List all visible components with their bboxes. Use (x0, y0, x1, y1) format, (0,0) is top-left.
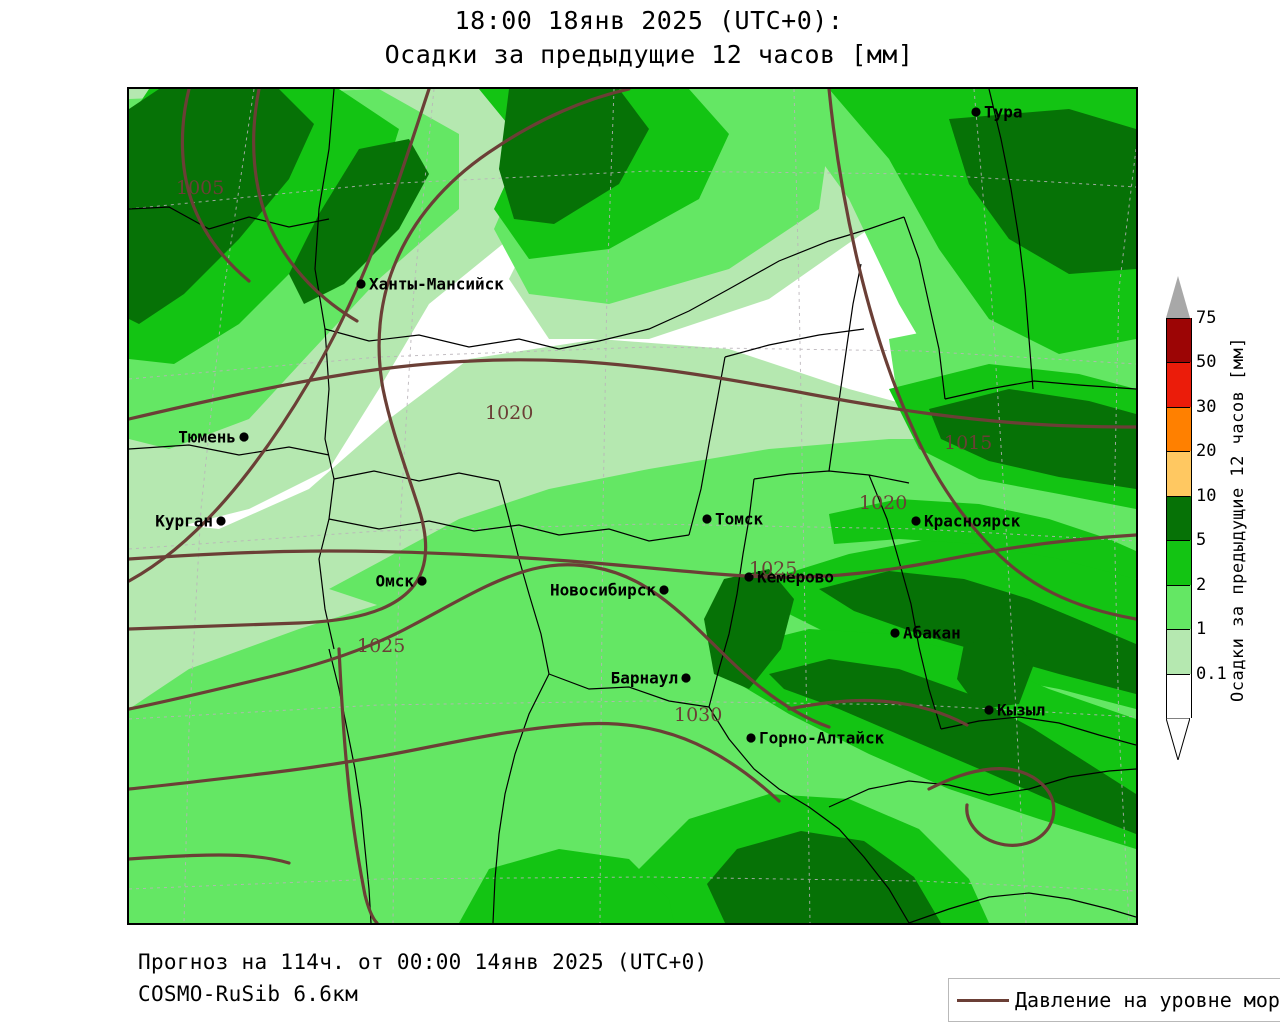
city-marker (216, 516, 226, 526)
isobar-labels-layer: 1005 1020 1015 1020 1025 1025 1030 (176, 177, 992, 726)
colorbar-divider (1166, 673, 1190, 675)
city-label: Красноярск (924, 512, 1021, 531)
city-label: Тюмень (178, 428, 236, 447)
colorbar-band (1166, 629, 1192, 674)
isobar-label: 1015 (944, 432, 992, 454)
weather-map[interactable]: Тура Ханты-Мансийск Тюмень Курган Омск Новоси… (127, 87, 1138, 925)
pressure-line-swatch (957, 998, 1009, 1002)
model-name: COSMO-RuSib 6.6км (138, 982, 359, 1006)
colorbar-divider (1166, 540, 1190, 542)
isobars (129, 89, 1136, 923)
colorbar-band (1166, 362, 1192, 407)
city-marker (911, 516, 921, 526)
city-label: Абакан (903, 624, 961, 643)
city-label: Ханты-Мансийск (369, 275, 504, 294)
colorbar-over-arrow (1166, 276, 1190, 318)
colorbar-divider (1166, 362, 1190, 364)
colorbar-tick-label: 10 (1196, 485, 1217, 506)
isobar-label: 1030 (674, 704, 722, 726)
colorbar-band (1166, 540, 1192, 585)
colorbar-tick-label: 5 (1196, 530, 1207, 551)
precipitation-map-svg: Тура Ханты-Мансийск Тюмень Курган Омск Новоси… (129, 89, 1136, 923)
city-label: Омск (375, 572, 414, 591)
city-marker (890, 628, 900, 638)
colorbar-divider (1166, 629, 1190, 631)
colorbar-divider (1166, 318, 1190, 319)
city-marker (984, 705, 994, 715)
city-marker (417, 576, 427, 586)
city-label: Кемерово (757, 568, 834, 587)
colorbar-tick-label: 75 (1196, 308, 1217, 328)
colorbar-band (1166, 673, 1192, 718)
city-marker (239, 432, 249, 442)
colorbar-divider (1166, 495, 1190, 497)
city-marker (356, 279, 366, 289)
isobar-label: 1025 (749, 558, 797, 580)
city-marker (702, 514, 712, 524)
colorbar-tick-label: 20 (1196, 441, 1217, 462)
isobar-label: 1005 (176, 177, 224, 199)
colorbar-band (1166, 406, 1192, 452)
page-title: 18:00 18янв 2025 (UTC+0): Осадки за пред… (0, 4, 1280, 72)
isobar-label: 1020 (485, 402, 533, 424)
city-marker (744, 572, 754, 582)
colorbar-under-arrow (1166, 718, 1190, 760)
city-label: Барнаул (611, 669, 678, 688)
colorbar-tick-label: 0.1 (1196, 663, 1227, 684)
colorbar-band (1166, 451, 1192, 496)
city-label: Томск (715, 510, 764, 529)
colorbar: 75 50 30 20 10 5 2 1 0.1 (1166, 276, 1227, 760)
colorbar-axis-title: Осадки за предыдущие 12 часов [мм] (1228, 337, 1248, 703)
city-label: Горно-Алтайск (759, 729, 885, 748)
colorbar-divider (1166, 406, 1190, 408)
city-label: Новосибирск (550, 581, 656, 600)
colorbar-band (1166, 495, 1192, 541)
colorbar-tick-label: 2 (1196, 574, 1207, 595)
page-title-variable: Осадки за предыдущие 12 часов [мм] (384, 40, 914, 69)
colorbar-divider (1166, 451, 1190, 453)
page-title-datetime: 18:00 18янв 2025 (UTC+0): (454, 6, 844, 35)
colorbar-divider (1166, 584, 1190, 586)
pressure-legend-label: Давление на уровне моря (1015, 988, 1280, 1012)
city-marker (746, 733, 756, 743)
isobar-label: 1020 (859, 492, 907, 514)
colorbar-band (1166, 318, 1192, 363)
city-label: Кызыл (997, 701, 1045, 720)
city-marker (659, 585, 669, 595)
colorbar-band (1166, 584, 1192, 630)
pressure-legend: Давление на уровне моря (948, 978, 1280, 1022)
city-marker (681, 673, 691, 683)
isobar-label: 1025 (357, 635, 405, 657)
cities-layer: Тура Ханты-Мансийск Тюмень Курган Омск Новоси… (155, 103, 1045, 748)
city-label: Курган (155, 512, 213, 531)
colorbar-tick-label: 30 (1196, 396, 1217, 417)
city-label: Тура (984, 103, 1023, 122)
administrative-borders (129, 89, 1136, 923)
colorbar-tick-label: 50 (1196, 352, 1217, 373)
forecast-info: Прогноз на 114ч. от 00:00 14янв 2025 (UT… (138, 950, 708, 974)
colorbar-tick-label: 1 (1196, 619, 1207, 640)
city-marker (971, 107, 981, 117)
